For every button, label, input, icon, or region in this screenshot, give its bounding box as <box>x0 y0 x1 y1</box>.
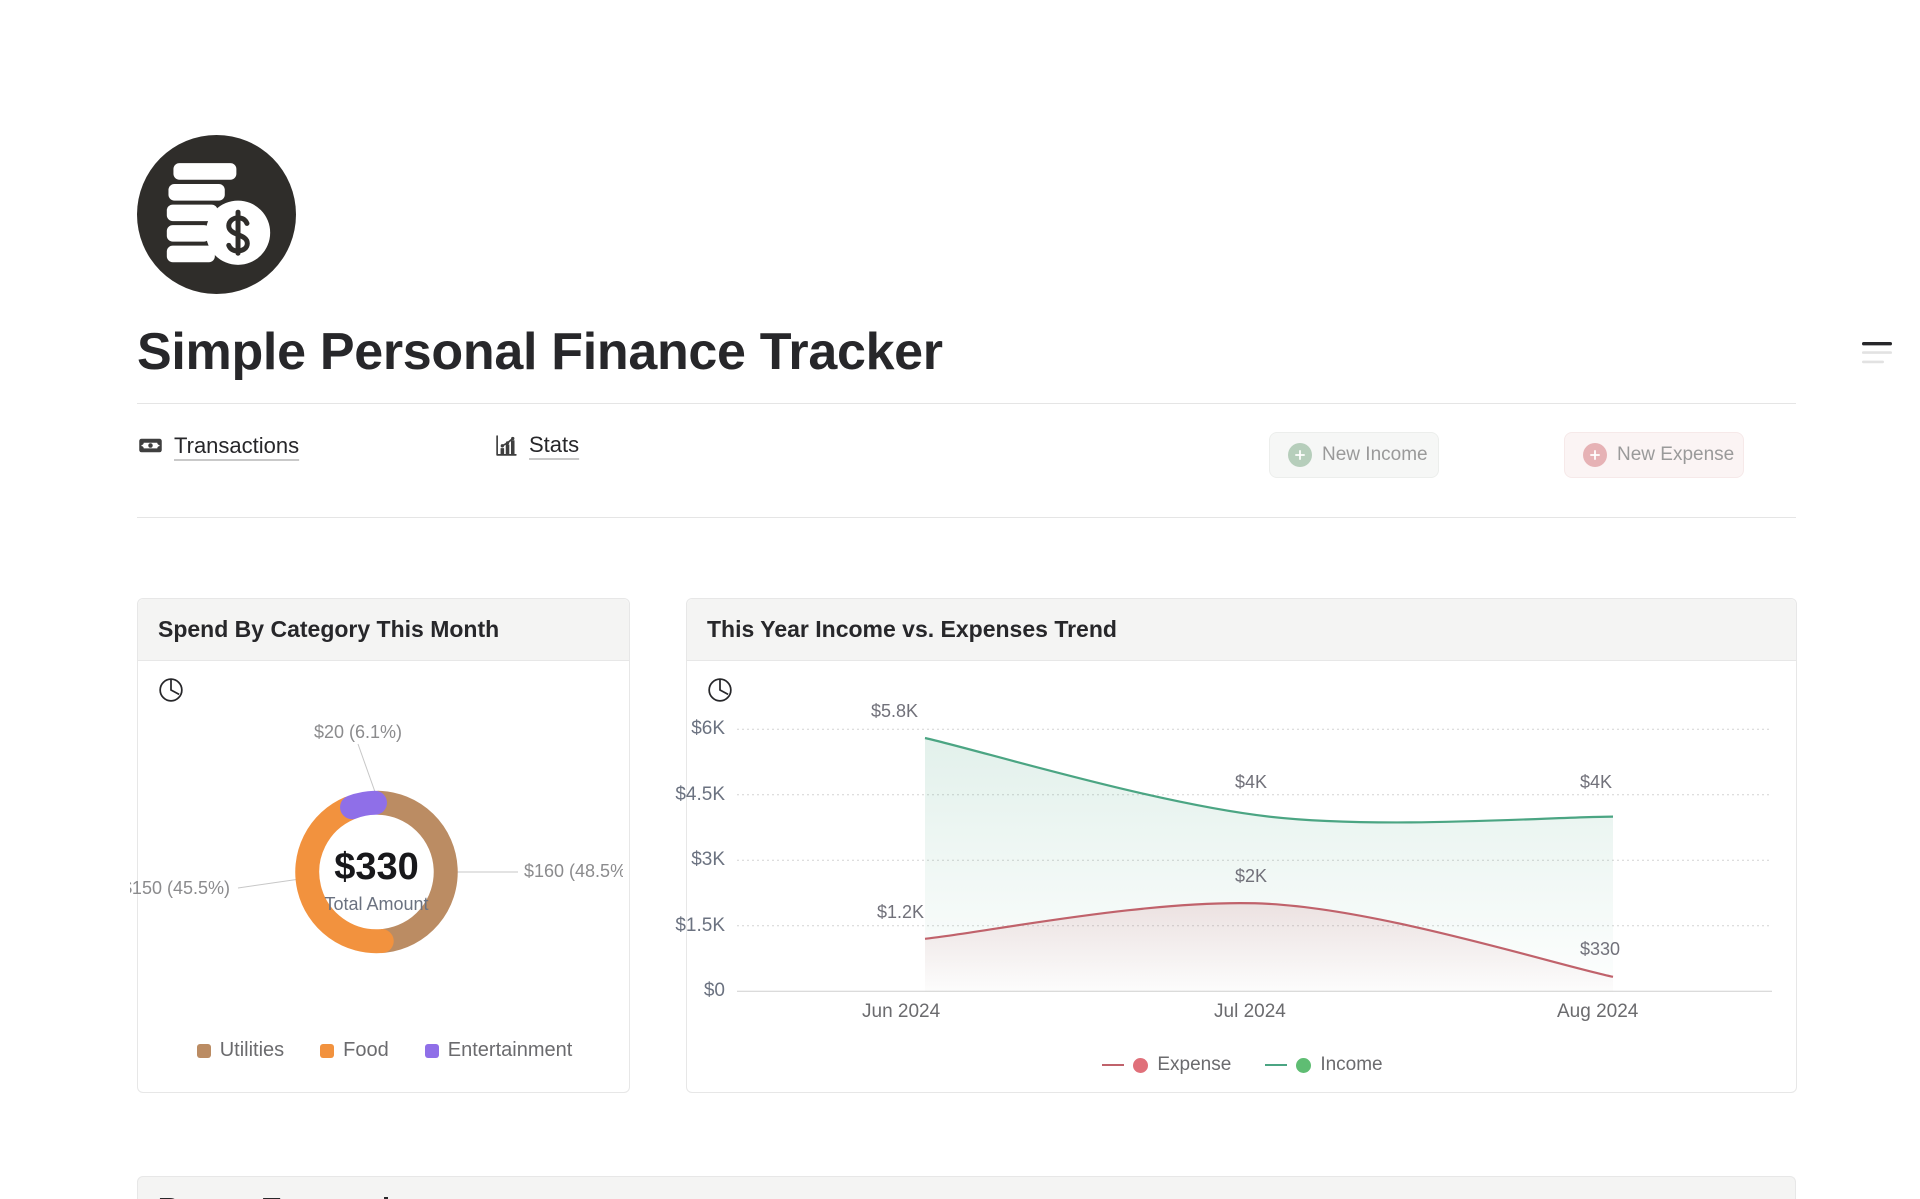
svg-text:$20 (6.1%): $20 (6.1%) <box>314 722 402 742</box>
svg-text:$330: $330 <box>334 846 419 888</box>
svg-text:$160 (48.5%): $160 (48.5%) <box>524 861 623 881</box>
svg-text:$150 (45.5%): $150 (45.5%) <box>130 878 230 898</box>
svg-text:Total Amount: Total Amount <box>324 894 428 914</box>
